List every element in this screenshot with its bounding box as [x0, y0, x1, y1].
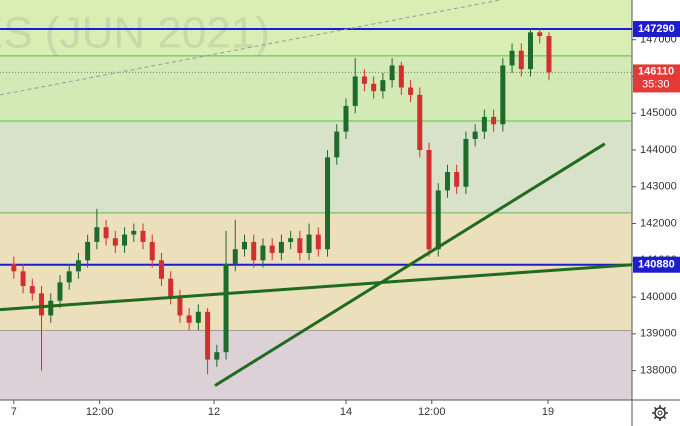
- candle-body: [85, 241, 91, 261]
- candle-body: [48, 300, 54, 316]
- x-tick-label: 12:00: [418, 406, 446, 418]
- candle-body: [509, 50, 515, 66]
- candle-body: [315, 234, 321, 250]
- candle-body: [158, 260, 164, 279]
- price-badge-label: 147290: [638, 23, 675, 35]
- candle-body: [232, 249, 238, 264]
- candle-body: [426, 150, 432, 250]
- candle-body: [297, 238, 303, 253]
- candle-body: [380, 80, 386, 92]
- candle-body: [389, 65, 395, 81]
- candle-body: [454, 172, 460, 187]
- y-tick-label: 138000: [640, 364, 677, 376]
- candle-body: [168, 278, 174, 298]
- current-price-badge: [633, 64, 680, 93]
- candle-body: [57, 282, 63, 301]
- x-tick-label: 7: [11, 406, 17, 418]
- x-tick-label: 12:00: [86, 406, 114, 418]
- candle-body: [122, 234, 128, 246]
- trend-line: [214, 142, 606, 387]
- candle-body: [140, 230, 146, 242]
- candle-body: [306, 234, 312, 253]
- candle-body: [20, 271, 26, 287]
- candle-body: [75, 260, 81, 272]
- candle-body: [537, 32, 543, 37]
- settings-icon[interactable]: [652, 405, 668, 421]
- price-badge-label: 140880: [638, 259, 675, 271]
- price-badge: [633, 256, 680, 273]
- watermark-title: ES (JUN 2021): [0, 9, 270, 58]
- trend-line: [0, 263, 632, 312]
- y-tick-label: 142000: [640, 217, 677, 229]
- candle-body: [417, 94, 423, 150]
- candle-body: [278, 241, 284, 253]
- candle-body: [518, 50, 524, 70]
- candle-body: [352, 76, 358, 106]
- candle-body: [325, 157, 331, 250]
- candle-body: [361, 76, 367, 84]
- candle-body: [288, 238, 294, 242]
- candle-body: [408, 87, 414, 95]
- axis-background: [632, 0, 680, 426]
- trend-line: [0, 0, 501, 96]
- candle-body: [186, 315, 192, 323]
- y-tick-label: 140000: [640, 291, 677, 303]
- candle-body: [29, 286, 35, 294]
- candle-body: [103, 227, 109, 239]
- candle-body: [223, 263, 229, 353]
- zone: [0, 120, 632, 213]
- candle-body: [39, 293, 45, 316]
- candle-body: [177, 297, 183, 316]
- y-tick-label: 144000: [640, 144, 677, 156]
- candle-body: [214, 352, 220, 360]
- candle-body: [463, 138, 469, 187]
- candle-body: [11, 263, 17, 272]
- candle-body: [398, 65, 404, 88]
- candle-body: [528, 32, 534, 70]
- price-badge: [633, 21, 680, 38]
- x-tick-label: 19: [542, 406, 554, 418]
- candle-body: [131, 230, 137, 235]
- candle-body: [334, 131, 340, 158]
- candle-body: [269, 245, 275, 253]
- candle-body: [205, 311, 211, 360]
- countdown-label: 35:30: [642, 78, 670, 90]
- y-tick-label: 139000: [640, 328, 677, 340]
- x-tick-label: 14: [340, 406, 352, 418]
- candle-body: [435, 190, 441, 250]
- candle-body: [66, 271, 72, 283]
- candle-body: [195, 311, 201, 323]
- candle-body: [546, 36, 552, 73]
- candle-body: [149, 241, 155, 261]
- candle-body: [112, 238, 118, 246]
- candle-body: [472, 131, 478, 139]
- candle-body: [500, 65, 506, 125]
- y-tick-label: 145000: [640, 107, 677, 119]
- current-price-label: 146110: [638, 65, 674, 77]
- y-tick-label: 143000: [640, 181, 677, 193]
- zone: [0, 330, 632, 400]
- zone: [0, 0, 632, 56]
- zone: [0, 55, 632, 121]
- candle-body: [371, 83, 377, 92]
- candle-body: [251, 241, 257, 261]
- candle-body: [260, 245, 266, 261]
- candle-body: [481, 116, 487, 132]
- plot-area: [0, 0, 632, 400]
- x-tick-label: 12: [208, 406, 220, 418]
- candle-body: [343, 105, 349, 132]
- candle-body: [491, 116, 497, 125]
- candle-body: [94, 227, 100, 242]
- candle-body: [444, 172, 450, 191]
- candle-body: [241, 241, 247, 250]
